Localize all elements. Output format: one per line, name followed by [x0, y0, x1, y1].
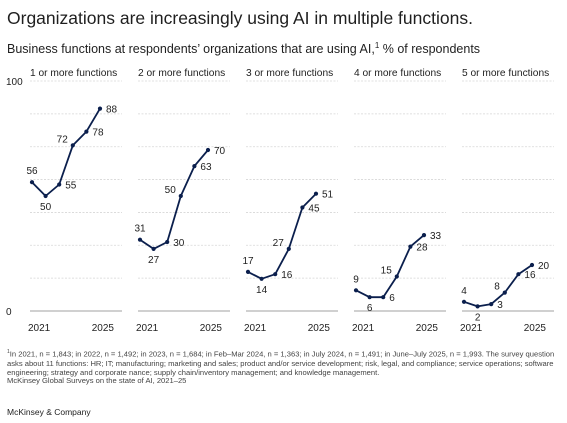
- data-label: 3: [497, 300, 503, 311]
- footnote-text: In 2021, n = 1,843; in 2022, n = 1,492; …: [7, 349, 555, 377]
- data-label: 16: [524, 270, 536, 281]
- data-label: 6: [367, 303, 373, 314]
- x-tick-label: 2021: [352, 323, 375, 334]
- data-point: [367, 295, 372, 300]
- panel-title: 1 or more functions: [30, 68, 117, 79]
- data-label: 50: [165, 185, 177, 196]
- brand-logo-text: McKinsey & Company: [7, 407, 91, 417]
- data-label: 27: [148, 255, 160, 266]
- footnote-marker: 1: [374, 41, 380, 50]
- chart-title: Organizations are increasingly using AI …: [7, 8, 473, 28]
- data-label: 6: [389, 293, 395, 304]
- data-label: 51: [322, 190, 334, 201]
- series-line: [139, 149, 209, 250]
- data-label: 30: [173, 238, 185, 249]
- data-label: 45: [308, 204, 320, 215]
- data-point: [192, 164, 197, 169]
- x-tick-label: 2025: [92, 323, 115, 334]
- data-point: [57, 182, 62, 187]
- data-point: [286, 246, 291, 251]
- data-label: 16: [281, 270, 293, 281]
- data-label: 88: [106, 105, 118, 116]
- x-tick-label: 2025: [200, 323, 223, 334]
- subtitle-unit: % of respondents: [379, 42, 481, 57]
- data-point: [273, 272, 278, 277]
- data-label: 8: [494, 282, 500, 293]
- data-label: 20: [538, 261, 550, 272]
- data-label: 15: [381, 266, 393, 277]
- panel-title: 4 or more functions: [354, 68, 441, 79]
- data-point: [245, 269, 251, 274]
- data-label: 78: [92, 128, 104, 139]
- series-line: [355, 234, 425, 299]
- data-label: 56: [26, 166, 38, 177]
- data-label: 31: [134, 224, 146, 235]
- data-point: [381, 295, 386, 300]
- data-label: 17: [242, 256, 254, 267]
- panel-title: 5 or more functions: [462, 68, 549, 79]
- data-point: [151, 246, 156, 251]
- data-label: 55: [65, 181, 77, 192]
- data-point: [516, 272, 521, 277]
- data-point: [43, 193, 48, 199]
- x-tick-label: 2021: [28, 323, 51, 334]
- data-point: [475, 304, 480, 309]
- data-point: [394, 274, 399, 279]
- series-line: [247, 193, 317, 280]
- y-tick-label: 0: [6, 307, 12, 318]
- x-tick-label: 2021: [136, 323, 159, 334]
- data-point: [529, 262, 535, 268]
- data-point: [502, 290, 507, 295]
- data-point: [313, 191, 319, 196]
- data-label: 72: [57, 134, 69, 145]
- panel-title: 3 or more functions: [246, 68, 333, 79]
- y-tick-label: 100: [6, 77, 23, 88]
- data-label: 14: [256, 285, 268, 296]
- data-point: [489, 302, 494, 307]
- panel-title: 2 or more functions: [138, 68, 225, 79]
- source-note: McKinsey Global Surveys on the state of …: [7, 376, 187, 385]
- data-point: [29, 180, 35, 185]
- data-point: [178, 193, 183, 199]
- footnote: 1In 2021, n = 1,843; in 2022, n = 1,492;…: [7, 348, 559, 377]
- chart-subtitle: Business functions at respondents’ organ…: [7, 41, 480, 56]
- data-point: [353, 288, 359, 293]
- footnote-marker-ref: 1: [7, 349, 10, 355]
- data-point: [408, 244, 413, 249]
- data-point: [70, 143, 75, 148]
- x-tick-label: 2025: [416, 323, 439, 334]
- data-label: 70: [214, 146, 226, 157]
- data-point: [137, 237, 143, 242]
- subtitle-text: Business functions at respondents’ organ…: [7, 42, 375, 57]
- data-point: [300, 205, 305, 210]
- data-label: 9: [353, 274, 359, 285]
- series-line: [463, 264, 533, 308]
- data-label: 28: [416, 243, 428, 254]
- data-point: [97, 106, 103, 111]
- data-label: 50: [40, 202, 52, 213]
- data-label: 27: [273, 238, 285, 249]
- data-label: 2: [475, 312, 481, 323]
- x-tick-label: 2021: [244, 323, 267, 334]
- series-line: [31, 108, 101, 197]
- data-label: 63: [200, 162, 212, 173]
- data-point: [461, 299, 467, 304]
- data-point: [421, 233, 427, 238]
- x-tick-label: 2025: [524, 323, 547, 334]
- data-label: 33: [430, 231, 442, 242]
- x-tick-label: 2021: [460, 323, 483, 334]
- data-point: [84, 129, 89, 134]
- data-point: [205, 147, 211, 153]
- x-tick-label: 2025: [308, 323, 331, 334]
- data-point: [259, 276, 264, 281]
- data-label: 4: [461, 286, 467, 297]
- data-point: [165, 239, 170, 245]
